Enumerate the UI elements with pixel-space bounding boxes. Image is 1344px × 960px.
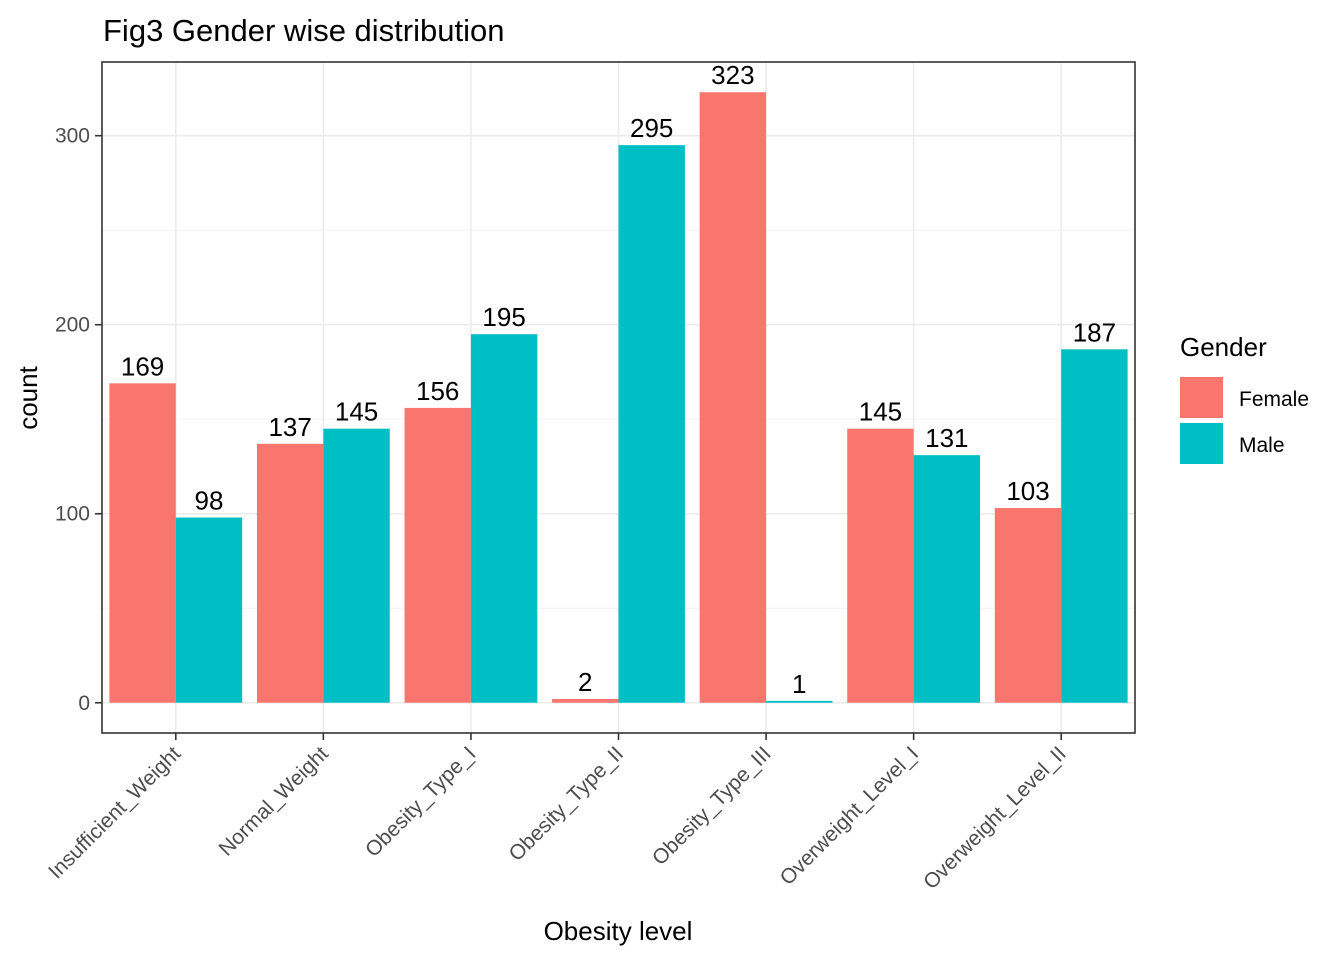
legend-title: Gender	[1180, 332, 1267, 362]
x-tick-label-overweight-level-i: Overweight_Level_I	[776, 742, 924, 890]
data-label-obesity-type-iii-male: 1	[792, 669, 806, 699]
legend-key-female	[1180, 377, 1223, 418]
bar-obesity-type-ii-female	[552, 698, 619, 703]
chart-title: Fig3 Gender wise distribution	[103, 13, 504, 48]
x-axis: Insufficient_Weight Normal_Weight Obesity_…	[44, 733, 1071, 894]
bar-obesity-type-i-female	[404, 407, 471, 703]
bar-insufficient-weight-female	[109, 383, 176, 703]
data-label-overweight-level-ii-male: 187	[1073, 317, 1116, 347]
y-axis: 0 100 200 300	[55, 125, 102, 715]
y-tick-label-300: 300	[55, 125, 90, 148]
data-label-obesity-type-i-male: 195	[482, 302, 525, 332]
bar-overweight-level-i-female	[847, 428, 914, 703]
bars	[109, 92, 1128, 703]
data-label-insufficient-weight-male: 98	[195, 486, 224, 516]
legend-label-male: Male	[1239, 434, 1285, 457]
x-tick-label-obesity-type-i: Obesity_Type_I	[361, 742, 480, 861]
bar-normal-weight-female	[256, 443, 324, 703]
y-tick-label-0: 0	[78, 692, 90, 715]
data-label-obesity-type-ii-female: 2	[578, 667, 592, 697]
data-label-overweight-level-i-male: 131	[925, 423, 968, 453]
bar-obesity-type-iii-male	[766, 700, 833, 703]
x-axis-title: Obesity level	[544, 916, 693, 946]
x-tick-label-insufficient-weight: Insufficient_Weight	[44, 742, 185, 883]
bar-overweight-level-ii-female	[994, 508, 1062, 703]
data-label-insufficient-weight-female: 169	[121, 351, 164, 381]
data-label-normal-weight-male: 145	[335, 397, 378, 427]
data-labels: 169 98 137 145 156 195 2 295 323 1 145 131 103 187	[121, 60, 1116, 699]
bar-obesity-type-i-male	[470, 334, 538, 703]
bar-normal-weight-male	[323, 428, 390, 703]
y-axis-title: count	[13, 365, 43, 429]
data-label-normal-weight-female: 137	[268, 412, 311, 442]
bar-obesity-type-ii-male	[618, 145, 685, 703]
legend-key-male	[1180, 423, 1223, 464]
data-label-overweight-level-ii-female: 103	[1006, 476, 1049, 506]
legend: Gender Female Male	[1180, 332, 1309, 464]
data-label-obesity-type-i-female: 156	[416, 376, 459, 406]
y-tick-label-200: 200	[55, 314, 90, 337]
legend-label-female: Female	[1239, 388, 1309, 411]
data-label-overweight-level-i-female: 145	[859, 397, 902, 427]
bar-insufficient-weight-male	[175, 517, 243, 703]
data-label-obesity-type-iii-female: 323	[711, 60, 754, 90]
x-tick-label-obesity-type-ii: Obesity_Type_II	[504, 742, 628, 866]
bar-overweight-level-i-male	[913, 455, 981, 703]
x-tick-label-overweight-level-ii: Overweight_Level_II	[919, 742, 1071, 894]
data-label-obesity-type-ii-male: 295	[630, 113, 673, 143]
x-tick-label-normal-weight: Normal_Weight	[215, 742, 333, 860]
bar-obesity-type-iii-female	[699, 92, 767, 703]
bar-overweight-level-ii-male	[1061, 349, 1128, 703]
x-tick-label-obesity-type-iii: Obesity_Type_III	[648, 742, 776, 870]
y-tick-label-100: 100	[55, 503, 90, 526]
